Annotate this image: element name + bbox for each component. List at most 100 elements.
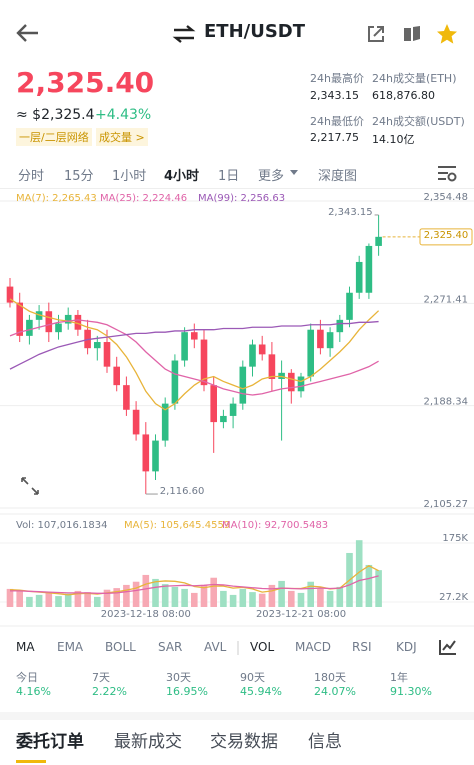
candle-body	[365, 245, 373, 293]
candle-body	[336, 319, 344, 333]
settings-icon[interactable]	[436, 163, 458, 183]
high-label: 2,343.15	[328, 207, 373, 218]
candle-body	[239, 366, 247, 404]
volume-bar	[317, 588, 324, 607]
timeframe-tab[interactable]: 深度图	[318, 169, 358, 184]
divider	[0, 188, 474, 189]
indicator-tab[interactable]: RSI	[352, 640, 372, 654]
candle-body	[258, 344, 266, 355]
volume-bar	[94, 596, 101, 607]
volume-bar	[307, 581, 314, 607]
candle-body	[152, 440, 159, 472]
vol-legend: Vol: 107,016.1834	[16, 520, 108, 531]
stat-label: 24h最低价	[310, 115, 364, 128]
stat-value: 618,876.80	[372, 89, 435, 102]
indicator-tab[interactable]: BOLL	[105, 640, 136, 654]
book-icon[interactable]	[402, 24, 422, 44]
ma-legend: MA(99): 2,256.63	[198, 193, 285, 204]
volume-bar	[355, 540, 363, 607]
bottom-tab[interactable]: 信息	[308, 732, 342, 752]
ma-line	[9, 319, 379, 396]
period-label: 180天	[314, 671, 346, 684]
timeframe-tab[interactable]: 4小时	[164, 169, 200, 184]
period-label: 7天	[92, 671, 110, 684]
indicator-tab[interactable]: SAR	[158, 640, 183, 654]
indicator-tab[interactable]: VOL	[250, 640, 275, 654]
timeframe-tab[interactable]: 分时	[18, 169, 45, 184]
candle-body	[161, 403, 169, 441]
swap-icon[interactable]	[172, 24, 196, 44]
candle-body	[210, 385, 217, 423]
y-tick-label: 2,188.34	[423, 397, 468, 408]
candle-body	[288, 372, 295, 392]
stat-value: 2,217.75	[310, 131, 359, 144]
period-label: 90天	[240, 671, 265, 684]
candle-body	[268, 354, 276, 379]
stat-value: 2,343.15	[310, 89, 359, 102]
candle-body	[55, 323, 62, 333]
bottom-tab[interactable]: 委托订单	[16, 732, 84, 752]
bottom-tab[interactable]: 最新成交	[114, 732, 182, 752]
timeframe-tab[interactable]: 15分	[64, 169, 94, 184]
volume-bar	[268, 584, 276, 607]
usd-price: ≈ $2,325.4	[16, 107, 95, 123]
timeframe-tab[interactable]: 1小时	[112, 169, 147, 184]
period-value: 45.94%	[240, 685, 282, 698]
stat-label: 24h成交额(USDT)	[372, 115, 465, 128]
indicator-tab[interactable]: EMA	[57, 640, 84, 654]
stat-label: 24h最高价	[310, 72, 364, 85]
low-label: 2,116.60	[160, 486, 205, 497]
separator	[0, 712, 474, 720]
bottom-tab[interactable]: 交易数据	[210, 732, 278, 752]
y-tick-label: 2,105.27	[423, 499, 468, 510]
ma-legend: MA(25): 2,224.46	[100, 193, 187, 204]
candle-body	[45, 311, 53, 333]
volume-bar	[191, 592, 198, 607]
price-change: +4.43%	[95, 107, 152, 123]
stat-label: 24h成交量(ETH)	[372, 72, 457, 85]
indicator-tab[interactable]: AVL	[204, 640, 227, 654]
tag[interactable]: 成交量 >	[96, 128, 148, 146]
volume-bar	[220, 590, 227, 607]
indicator-tab[interactable]: KDJ	[396, 640, 417, 654]
candle-body	[6, 286, 14, 303]
volume-bar	[55, 596, 62, 607]
share-icon[interactable]	[366, 24, 386, 44]
volume-bar	[103, 589, 111, 607]
candle-body	[307, 329, 314, 377]
volume-bar	[161, 584, 169, 607]
last-price-box	[419, 228, 473, 246]
candle-body	[123, 385, 130, 410]
volume-bar	[181, 588, 188, 607]
candle-body	[142, 434, 150, 472]
candle-body	[346, 292, 353, 320]
indicator-tab[interactable]: MACD	[295, 640, 331, 654]
period-value: 16.95%	[166, 685, 208, 698]
period-value: 4.16%	[16, 685, 51, 698]
volume-bar	[239, 588, 247, 607]
x-tick-label: 2023-12-21 08:00	[256, 609, 346, 620]
back-icon[interactable]	[14, 22, 40, 44]
candle-body	[200, 339, 208, 386]
candle-body	[64, 314, 72, 324]
y-tick-label: 2,354.48	[423, 192, 468, 203]
vol-ma-line	[9, 564, 379, 596]
volume-bar	[326, 590, 334, 607]
volume-bar	[200, 584, 208, 607]
vol-ma-line	[10, 575, 379, 594]
candle-body	[74, 314, 82, 330]
timeframe-tab[interactable]: 1日	[218, 169, 240, 184]
candle-body	[113, 366, 120, 386]
tag[interactable]: 一层/二层网络	[16, 128, 92, 146]
timeframe-tab[interactable]: 更多	[258, 169, 285, 184]
candle-body	[355, 261, 363, 293]
star-icon[interactable]	[436, 23, 458, 45]
indicator-tab[interactable]: MA	[16, 640, 35, 654]
indicator-icon[interactable]	[438, 638, 458, 656]
period-value: 24.07%	[314, 685, 356, 698]
candle-body	[94, 342, 101, 349]
candle-body	[103, 342, 111, 367]
volume-bar	[35, 594, 43, 607]
